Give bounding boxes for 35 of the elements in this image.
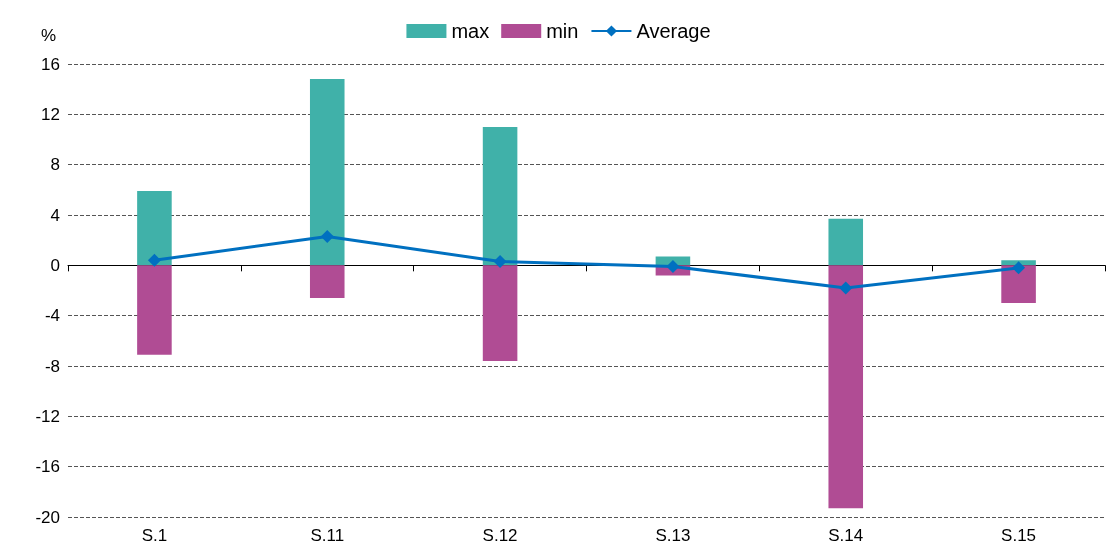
bar: [828, 218, 864, 266]
y-tick-label: 0: [50, 255, 60, 275]
y-tick-label: 12: [41, 104, 60, 124]
x-tick-label: S.15: [1001, 526, 1037, 545]
y-tick-label: -8: [44, 356, 60, 376]
bar: [309, 265, 345, 299]
bar: [1001, 265, 1036, 304]
point: [147, 253, 161, 267]
legend-label: Average: [636, 20, 711, 42]
y-tick-label: -16: [35, 457, 60, 477]
bar: [482, 126, 518, 266]
bar: [482, 265, 518, 361]
y-axis-title: %: [40, 26, 56, 45]
x-tick-label: S.13: [655, 526, 691, 545]
point: [1012, 261, 1026, 275]
y-tick-label: -20: [35, 507, 60, 527]
y-tick-label: 16: [41, 54, 60, 74]
bar: [137, 191, 172, 266]
point: [493, 255, 507, 269]
point: [666, 260, 680, 274]
y-tick-label: 8: [50, 155, 60, 175]
legend-label: max: [451, 20, 490, 42]
y-tick-label: 4: [50, 205, 60, 225]
x-tick-label: S.14: [828, 526, 864, 545]
x-tick-label: S.1: [141, 526, 168, 545]
point: [839, 281, 853, 295]
legend-label: min: [546, 20, 579, 42]
y-tick-label: -12: [35, 406, 60, 426]
bar: [309, 79, 345, 266]
x-tick-label: S.11: [310, 526, 345, 545]
bar: [828, 265, 864, 509]
y-tick-label: -4: [44, 306, 60, 326]
bar: [137, 265, 172, 355]
point: [320, 229, 334, 243]
x-tick-label: S.12: [482, 526, 518, 545]
